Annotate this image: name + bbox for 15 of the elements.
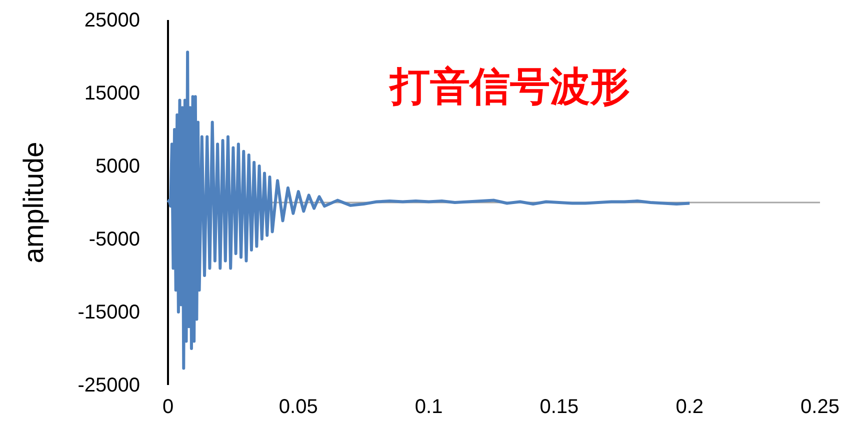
y-tick-label: 5000 [96, 155, 140, 178]
x-tick-label: 0.1 [414, 396, 443, 418]
y-axis-title: amplitude [18, 142, 49, 264]
x-tick-label: 0 [162, 396, 174, 418]
y-tick-label: 15000 [84, 82, 140, 104]
y-tick-label: -15000 [78, 301, 140, 324]
y-tick-label: -25000 [78, 374, 140, 396]
y-tick-label: 25000 [84, 9, 140, 32]
x-tick-label: 0.25 [800, 396, 840, 418]
y-tick-label: -5000 [88, 228, 140, 250]
x-tick-label: 0.2 [676, 396, 704, 418]
x-tick-label: 0.05 [278, 396, 318, 418]
text: 打音信号波形 [388, 65, 630, 109]
x-tick-label: 0.15 [540, 396, 579, 418]
line-series [166, 50, 692, 370]
